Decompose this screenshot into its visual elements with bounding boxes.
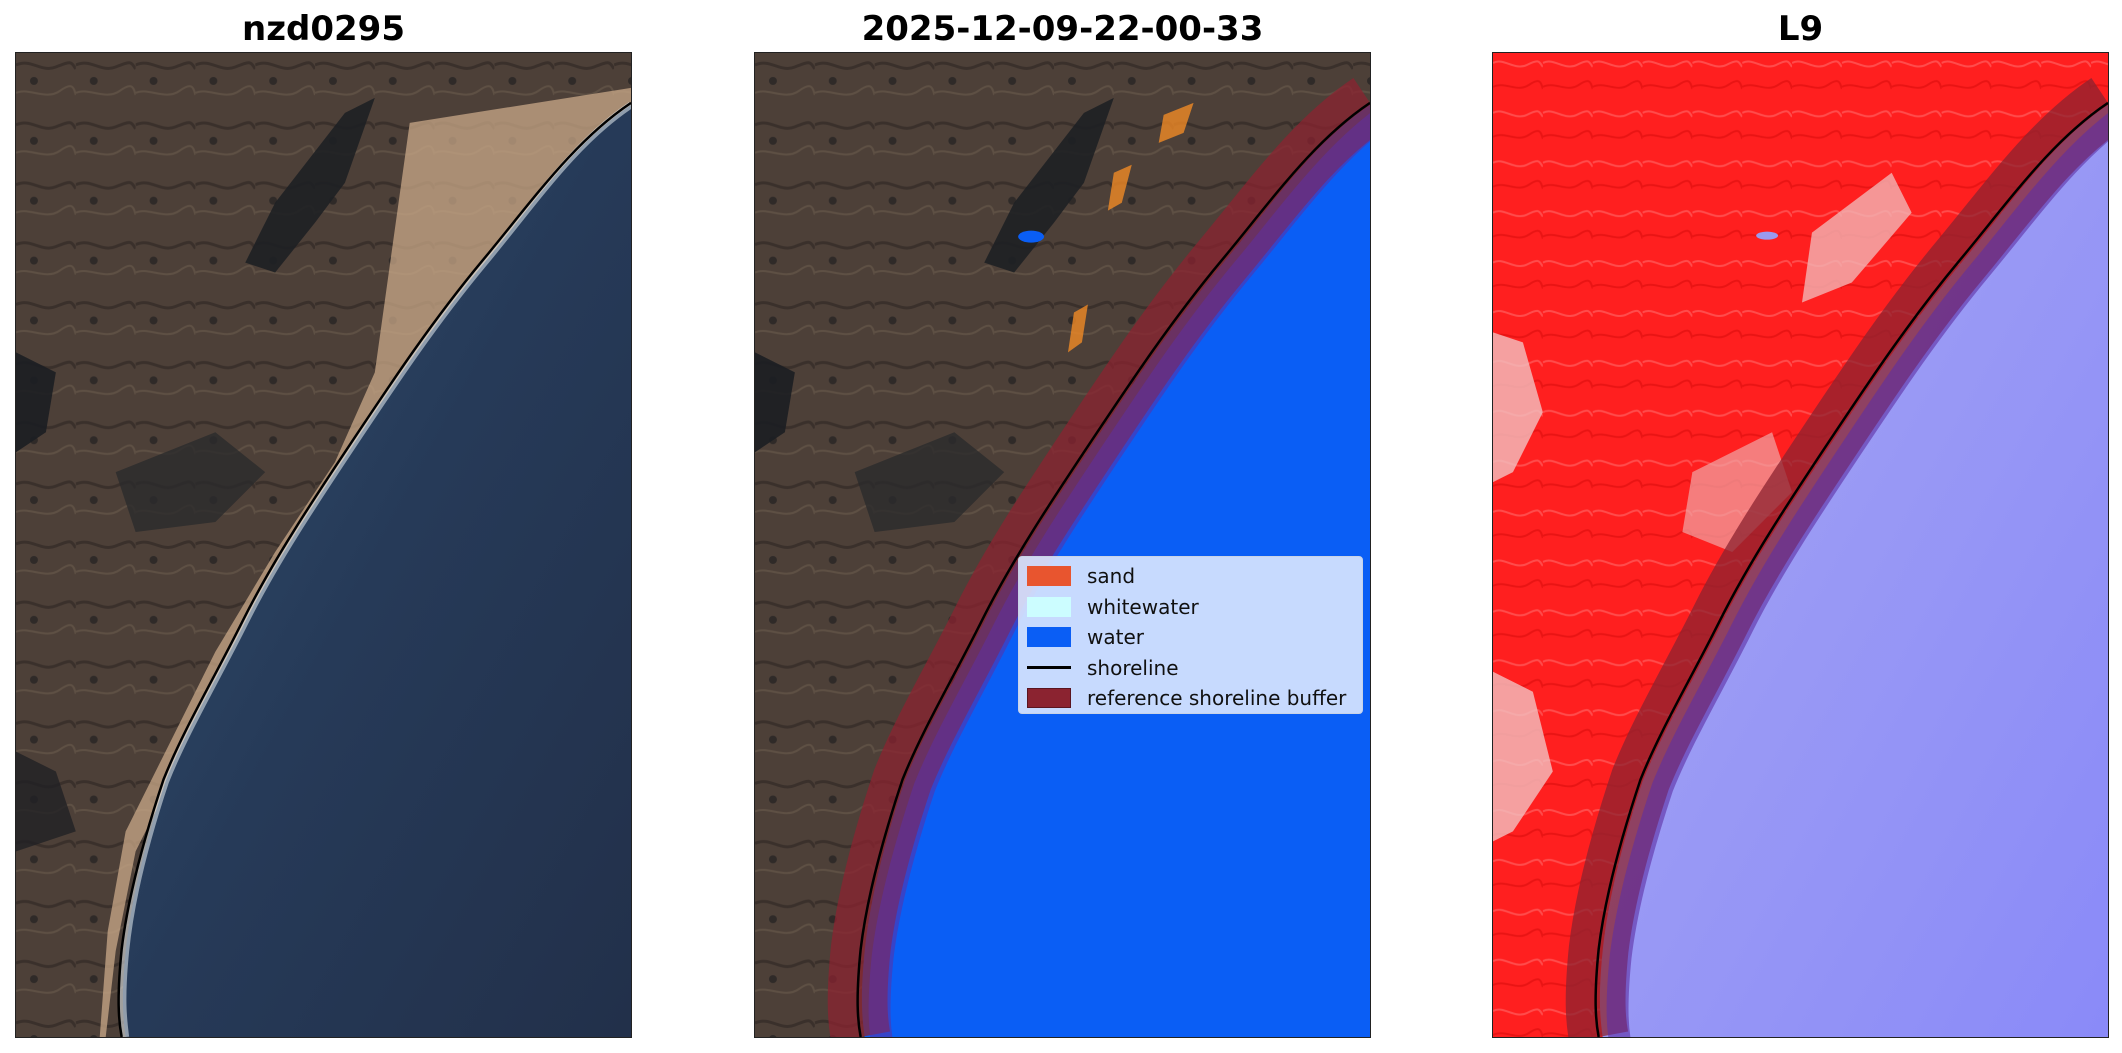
water-swatch — [1027, 627, 1071, 648]
sand-class — [1107, 164, 1132, 211]
rgb-satellite-image — [16, 53, 631, 1037]
legend-label: water — [1087, 625, 1144, 650]
surf-zone — [119, 101, 631, 1037]
legend-item-buffer: reference shoreline buffer — [1027, 683, 1354, 714]
sand-swatch — [1027, 566, 1071, 587]
legend-item-sand: sand — [1027, 561, 1354, 592]
legend-item-shoreline: shoreline — [1027, 653, 1354, 684]
panel-title-rgb: nzd0295 — [242, 9, 405, 49]
shoreline — [856, 101, 1370, 1037]
water-index — [1599, 104, 2108, 1037]
legend-label: whitewater — [1087, 594, 1199, 619]
shoreline — [1594, 101, 2108, 1037]
index-image — [1493, 53, 2108, 1037]
legend-label: sand — [1087, 564, 1136, 589]
inland-water-index — [1756, 231, 1779, 240]
legend-label: shoreline — [1087, 655, 1179, 680]
rgb-image-panel — [15, 52, 632, 1038]
inland-water-class — [1018, 230, 1045, 243]
buffer-swatch — [1027, 688, 1071, 709]
legend-label: reference shoreline buffer — [1087, 686, 1347, 711]
shoreline-swatch — [1027, 666, 1071, 670]
ocean — [122, 104, 631, 1037]
legend-item-whitewater: whitewater — [1027, 592, 1354, 623]
legend: sand whitewater water shoreline referenc… — [1018, 556, 1363, 714]
classified-image-panel: sand whitewater water shoreline referenc… — [754, 52, 1371, 1038]
whitewater-swatch — [1027, 596, 1071, 617]
panel-title-satellite: L9 — [1777, 9, 1824, 49]
legend-item-water: water — [1027, 622, 1354, 653]
index-image-panel — [1492, 52, 2109, 1038]
classified-satellite-image — [755, 53, 1370, 1037]
shoreline — [117, 101, 631, 1037]
panel-title-date: 2025-12-09-22-00-33 — [861, 9, 1264, 49]
